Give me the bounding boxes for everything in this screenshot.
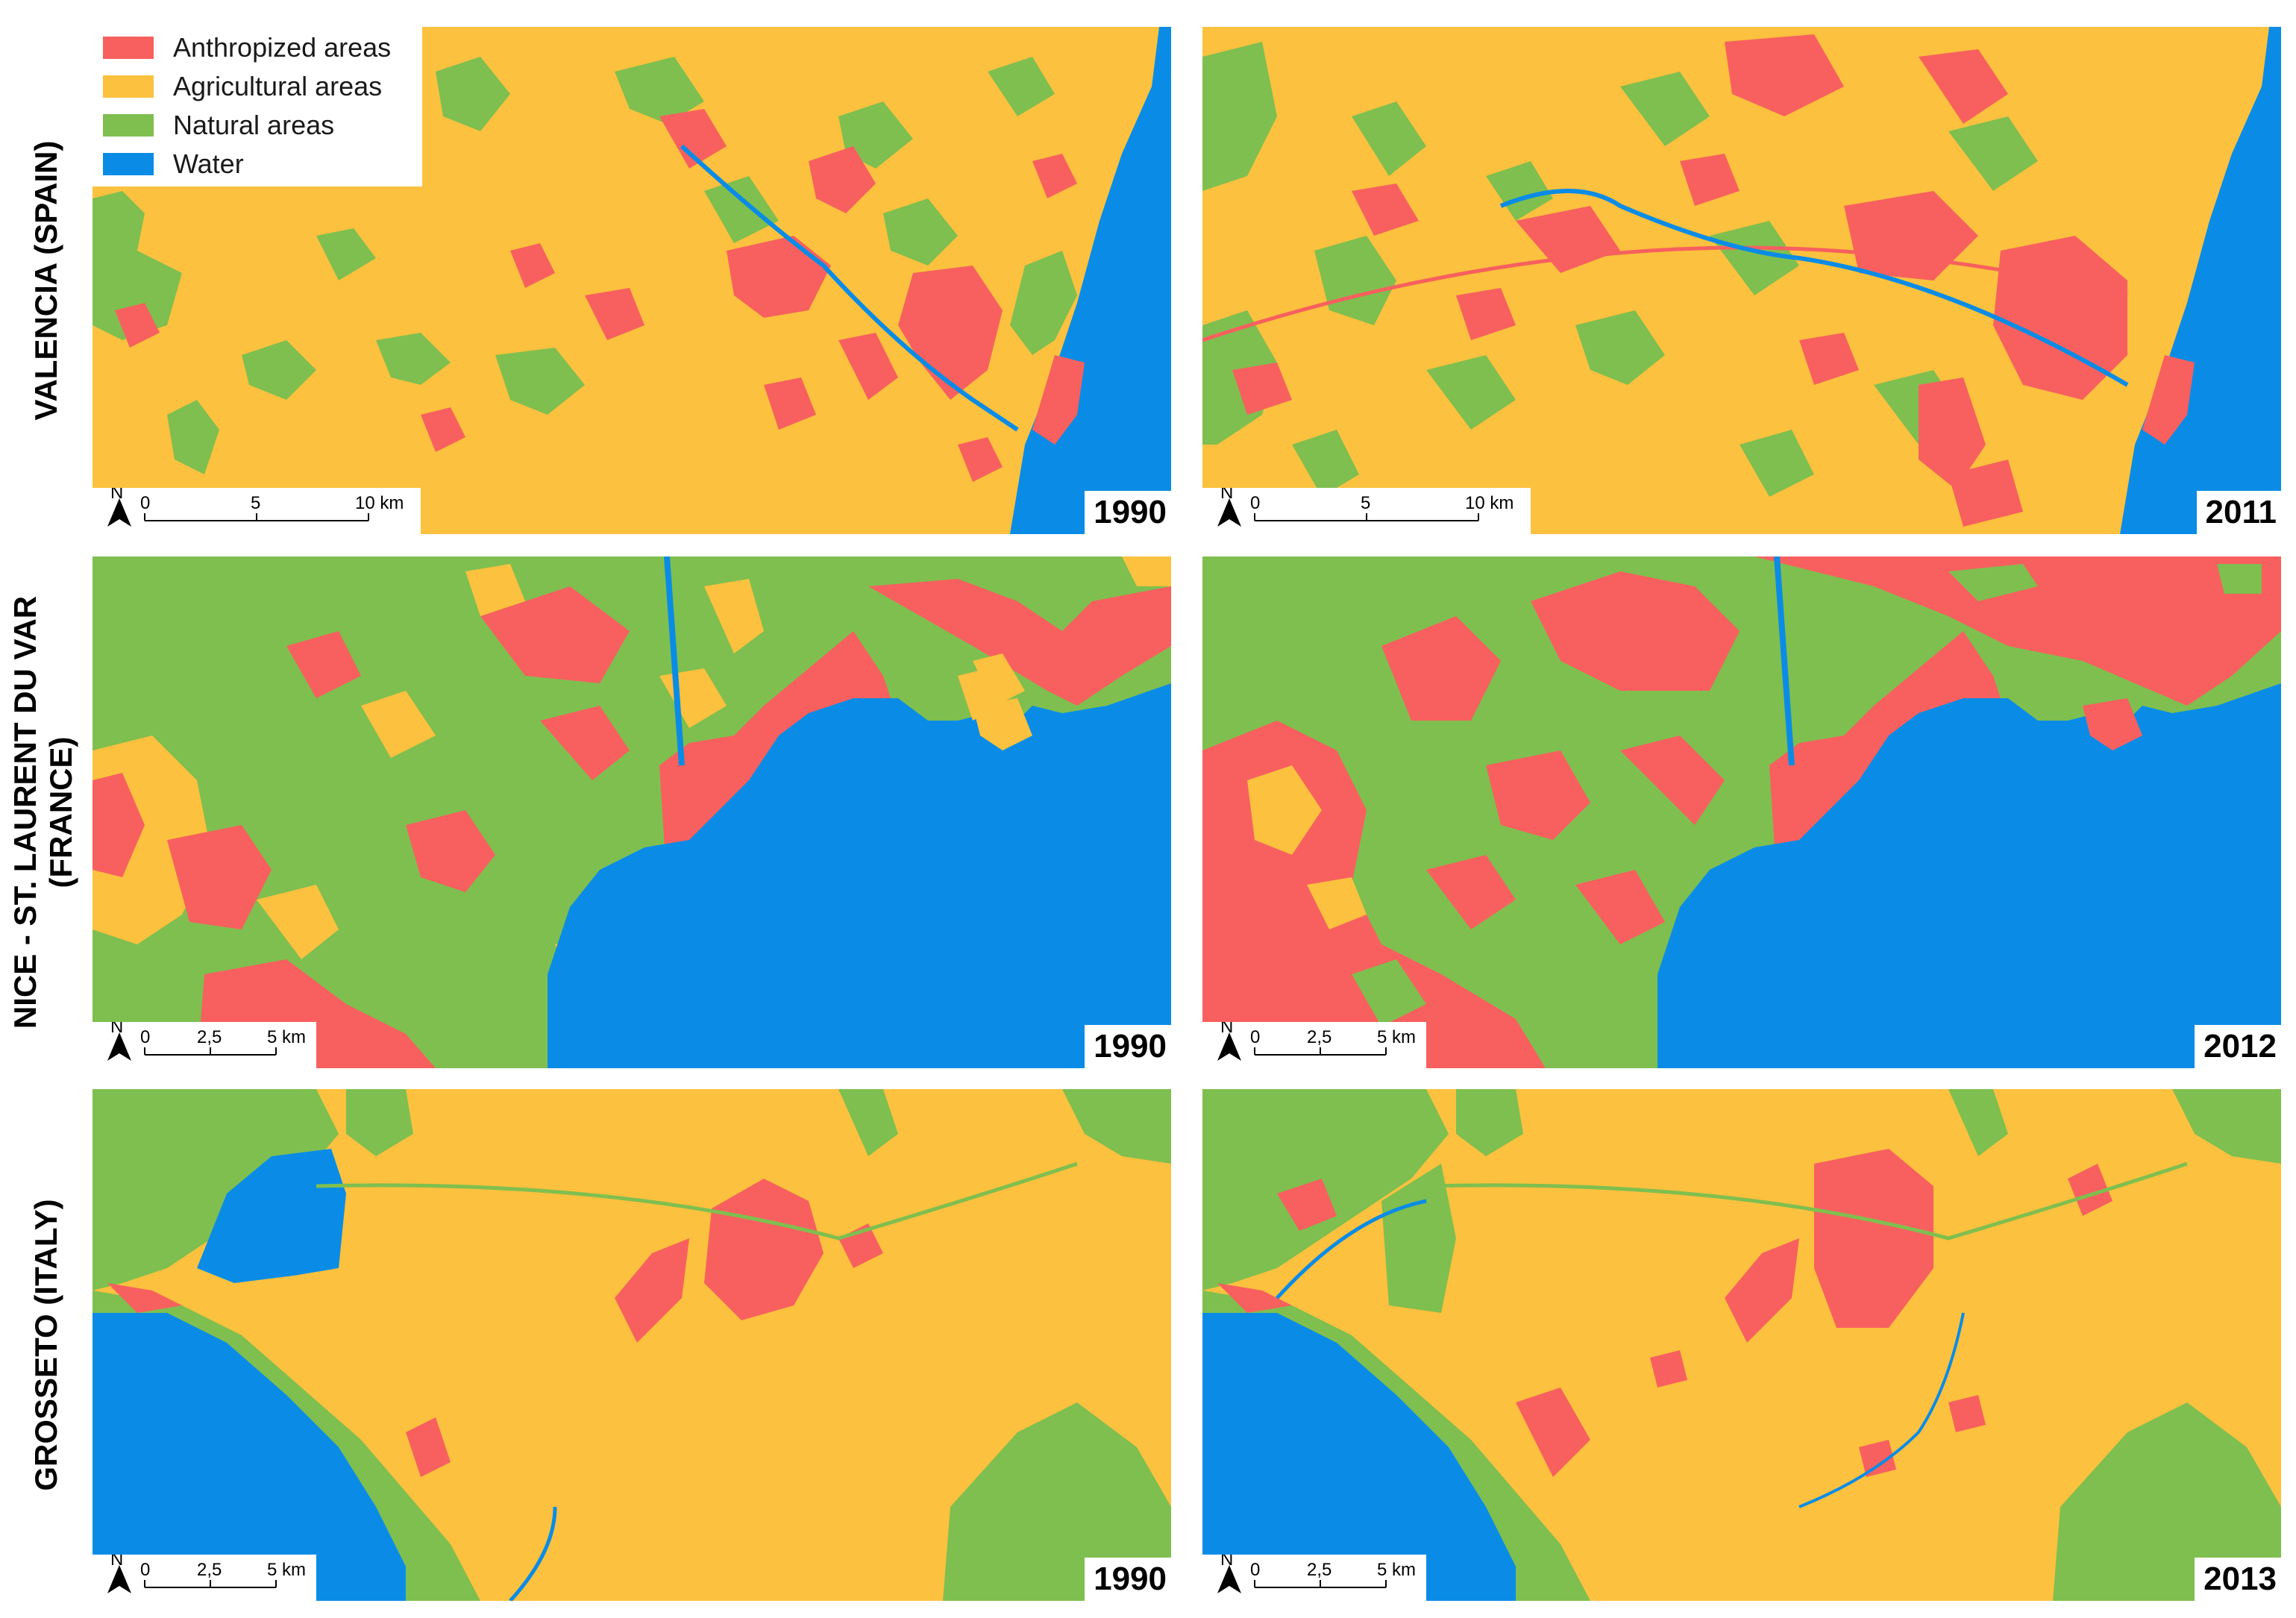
scale-label-0: 0 (140, 1027, 150, 1047)
scale-label-0: 0 (140, 1560, 150, 1580)
year-label: 1990 (1085, 491, 1171, 534)
north-arrow-label: N (1220, 488, 1233, 503)
scale-label-mid: 2,5 (197, 1027, 222, 1047)
scale-label-end: 5 km (1377, 1560, 1416, 1580)
row-label-nice: NICE - ST. LAURENT DU VAR (FRANCE) (0, 556, 82, 1068)
scale-label-end: 5 km (1377, 1027, 1416, 1047)
year-label: 2013 (2195, 1558, 2281, 1601)
row-label-text: VALENCIA (SPAIN) (28, 141, 63, 421)
legend-label: Water (173, 148, 244, 179)
scale-bar: N 0 2,5 5 km (1202, 1555, 1426, 1601)
year-label: 1990 (1085, 1025, 1171, 1068)
scale-label-0: 0 (1250, 493, 1260, 513)
map-panel-nice-1990: 1990 N 0 2,5 5 km (92, 556, 1171, 1068)
scale-label-end: 5 km (267, 1027, 306, 1047)
map-panel-grosseto-1990: 1990 N 0 2,5 5 km (92, 1089, 1171, 1601)
scale-bar: N 0 5 10 km (92, 488, 421, 534)
north-arrow-label: N (1220, 1022, 1233, 1037)
row-label-valencia: VALENCIA (SPAIN) (0, 27, 82, 534)
year-label: 2012 (2195, 1025, 2281, 1068)
scale-bar: N 0 2,5 5 km (1202, 1022, 1426, 1068)
north-arrow-label: N (1220, 1555, 1233, 1570)
legend-label: Agricultural areas (173, 71, 383, 101)
scale-bar: N 0 5 10 km (1202, 488, 1531, 534)
legend-swatch (103, 114, 154, 137)
legend-label: Natural areas (173, 110, 335, 140)
scale-label-mid: 5 (1361, 493, 1370, 513)
legend-label: Anthropized areas (173, 32, 392, 63)
land-cover-map (1202, 27, 2281, 534)
north-arrow-label: N (110, 1555, 123, 1570)
map-panel-nice-2012: 2012 N 0 2,5 5 km (1202, 556, 2281, 1068)
north-arrow-icon (1217, 1565, 1241, 1593)
scale-label-mid: 2,5 (1307, 1560, 1332, 1580)
north-arrow-icon (107, 1565, 131, 1593)
land-cover-map (1202, 556, 2281, 1068)
land-cover-map (92, 556, 1171, 1068)
legend-swatch (103, 75, 154, 98)
row-label-text: GROSSETO (ITALY) (28, 1199, 63, 1490)
land-cover-map (1202, 1089, 2281, 1601)
north-arrow-icon (107, 498, 131, 527)
scale-label-mid: 2,5 (1307, 1027, 1332, 1047)
land-cover-map (92, 1089, 1171, 1601)
year-label: 1990 (1085, 1558, 1171, 1601)
legend-swatch (103, 37, 154, 59)
map-panel-valencia-2011: 2011 N 0 5 10 km (1202, 27, 2281, 534)
scale-label-0: 0 (1250, 1560, 1260, 1580)
year-label: 2011 (2196, 491, 2281, 534)
row-label-grosseto: GROSSETO (ITALY) (0, 1089, 82, 1601)
land-cover-map (92, 27, 1171, 534)
scale-bar: N 0 2,5 5 km (92, 1555, 316, 1601)
map-panel-grosseto-2013: 2013 N 0 2,5 5 km (1202, 1089, 2281, 1601)
scale-bar: N 0 2,5 5 km (92, 1022, 316, 1068)
north-arrow-icon (1217, 1032, 1241, 1061)
scale-label-mid: 2,5 (197, 1560, 222, 1580)
scale-label-0: 0 (140, 493, 150, 513)
row-label-text: NICE - ST. LAURENT DU VAR (7, 596, 43, 1029)
scale-label-end: 10 km (355, 493, 404, 513)
north-arrow-label: N (110, 1022, 123, 1037)
row-label-text-2: (FRANCE) (43, 737, 78, 888)
north-arrow-label: N (110, 488, 123, 503)
legend-swatch (103, 153, 154, 175)
scale-label-end: 10 km (1465, 493, 1514, 513)
north-arrow-icon (1217, 498, 1241, 527)
scale-label-end: 5 km (267, 1560, 306, 1580)
scale-label-mid: 5 (251, 493, 260, 513)
legend: Anthropized areas Agricultural areas Nat… (92, 27, 422, 186)
scale-label-0: 0 (1250, 1027, 1260, 1047)
map-panel-valencia-1990: 1990 N 0 5 10 km (92, 27, 1171, 534)
north-arrow-icon (107, 1032, 131, 1061)
